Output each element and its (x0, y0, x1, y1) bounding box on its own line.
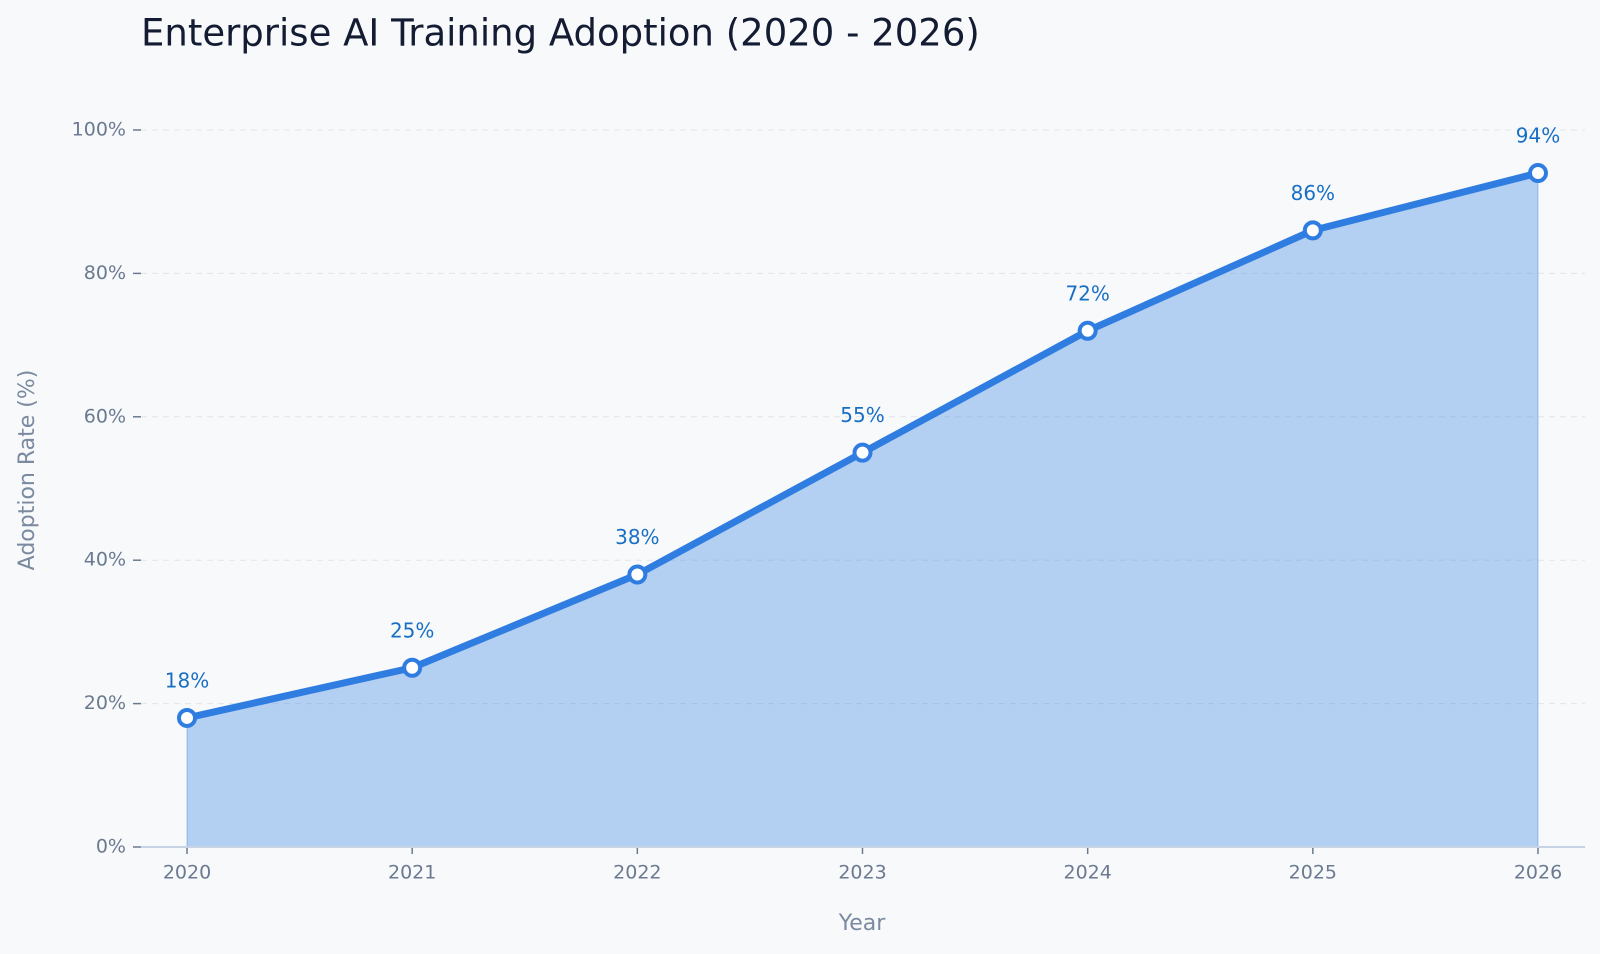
x-tick-label: 2020 (163, 862, 211, 884)
x-axis-title: Year (838, 911, 887, 936)
x-tick-label: 2021 (388, 862, 436, 884)
x-tick-label: 2023 (838, 862, 886, 884)
value-label: 94% (1516, 124, 1560, 148)
point (177, 707, 197, 728)
point (1528, 163, 1548, 184)
x-tick-label: 2026 (1514, 862, 1562, 884)
point (402, 657, 423, 678)
x-tick-label: 2024 (1063, 862, 1111, 884)
value-label: 38% (615, 525, 659, 549)
x-tick-label: 2025 (1289, 862, 1337, 884)
value-label: 55% (840, 403, 884, 427)
point (852, 442, 873, 463)
x-tick-label: 2022 (613, 862, 661, 884)
point (1302, 220, 1323, 241)
value-label: 72% (1065, 281, 1109, 305)
y-tick-label: 20% (84, 692, 126, 714)
value-label: 86% (1291, 181, 1335, 205)
area-fill (186, 172, 1539, 848)
y-tick-label: 80% (84, 262, 126, 284)
value-label: 25% (390, 618, 434, 642)
y-tick-label: 40% (84, 549, 126, 571)
value-label: 18% (165, 668, 209, 692)
point (627, 564, 648, 585)
y-axis-title: Adoption Rate (%) (15, 370, 40, 571)
y-tick-label: 60% (84, 405, 126, 427)
point (1077, 320, 1098, 341)
y-tick-label: 0% (96, 836, 126, 858)
chart-title: Enterprise AI Training Adoption (2020 - … (141, 12, 980, 55)
y-tick-label: 100% (72, 119, 126, 141)
